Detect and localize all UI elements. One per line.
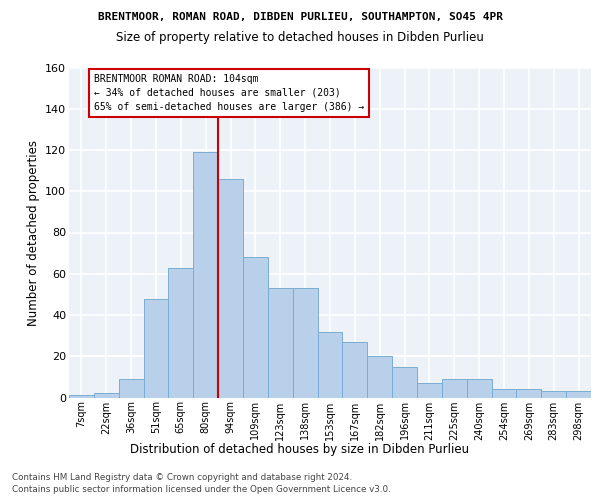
Bar (317, 332, 343, 398)
Bar (69, 396, 94, 398)
Bar (491, 389, 517, 398)
Bar (392, 366, 417, 398)
Text: BRENTMOOR, ROMAN ROAD, DIBDEN PURLIEU, SOUTHAMPTON, SO45 4PR: BRENTMOOR, ROMAN ROAD, DIBDEN PURLIEU, S… (97, 12, 503, 22)
Bar (417, 383, 442, 398)
Bar (367, 356, 392, 398)
Text: BRENTMOOR ROMAN ROAD: 104sqm
← 34% of detached houses are smaller (203)
65% of s: BRENTMOOR ROMAN ROAD: 104sqm ← 34% of de… (94, 74, 364, 112)
Bar (94, 394, 119, 398)
Text: Distribution of detached houses by size in Dibden Purlieu: Distribution of detached houses by size … (130, 442, 470, 456)
Y-axis label: Number of detached properties: Number of detached properties (26, 140, 40, 326)
Bar (143, 298, 169, 398)
Bar (243, 257, 268, 398)
Bar (467, 379, 491, 398)
Bar (343, 342, 367, 398)
Text: Contains HM Land Registry data © Crown copyright and database right 2024.: Contains HM Land Registry data © Crown c… (12, 472, 352, 482)
Bar (541, 392, 566, 398)
Text: Contains public sector information licensed under the Open Government Licence v3: Contains public sector information licen… (12, 485, 391, 494)
Bar (566, 392, 591, 398)
Text: Size of property relative to detached houses in Dibden Purlieu: Size of property relative to detached ho… (116, 31, 484, 44)
Bar (293, 288, 317, 398)
Bar (218, 179, 243, 398)
Bar (517, 389, 541, 398)
Bar (268, 288, 293, 398)
Bar (169, 268, 193, 398)
Bar (442, 379, 467, 398)
Bar (193, 152, 218, 398)
Bar (119, 379, 143, 398)
